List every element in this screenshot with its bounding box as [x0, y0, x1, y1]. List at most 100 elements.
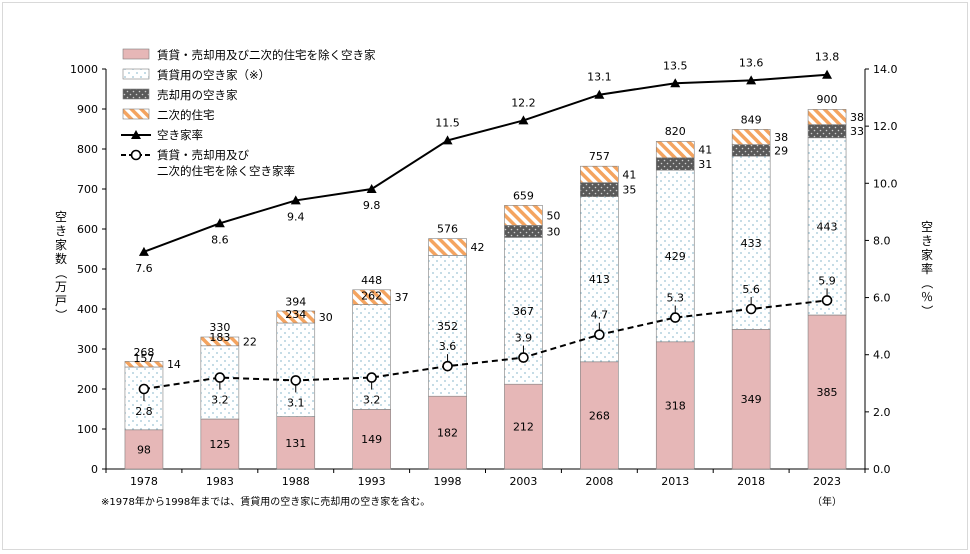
label-vacancy-rate: 13.6	[739, 56, 764, 69]
y2-tick-label: 4.0	[873, 349, 891, 362]
label-secondary: 30	[319, 311, 333, 324]
x-tick-label: 2018	[737, 475, 765, 488]
y2-tick-label: 14.0	[873, 63, 898, 76]
label-total: 448	[361, 274, 382, 287]
line-vacancy-rate	[143, 73, 828, 253]
bars	[124, 109, 847, 470]
label-vacancy-rate: 13.8	[815, 51, 840, 64]
marker-other-vacancy-rate	[366, 372, 377, 383]
label-rental: 367	[513, 305, 534, 318]
bar-segment-secondary	[655, 141, 695, 159]
y-tick-label: 800	[77, 143, 98, 156]
bar-segment-sale	[580, 182, 619, 197]
y2-tick-label: 10.0	[873, 177, 898, 190]
x-tick-label: 1978	[130, 475, 158, 488]
marker-vacancy-rate	[214, 218, 225, 228]
label-other: 385	[817, 386, 838, 399]
legend-label: 二次的住宅を除く空き家率	[157, 164, 295, 178]
y-tick-label: 900	[77, 103, 98, 116]
bar-segment-sale	[807, 124, 847, 139]
marker-other-vacancy-rate	[138, 383, 150, 395]
marker-vacancy-rate	[746, 75, 757, 85]
label-other-vacancy-rate: 5.6	[742, 283, 760, 296]
axis-title-char: き	[921, 234, 933, 248]
axis-title-char: （	[920, 277, 934, 289]
bar-segment-secondary	[428, 238, 467, 256]
axis-title-char: 率	[921, 261, 933, 276]
marker-other-vacancy-rate	[594, 329, 605, 341]
marker-other-vacancy-rate	[442, 360, 453, 372]
data-labels: 98 157 14 268 125 183 22 330 131 234 30 394 149 262 37…	[133, 51, 864, 457]
label-other-vacancy-rate: 2.8	[135, 405, 153, 418]
label-secondary: 14	[167, 358, 181, 371]
legend-swatch	[122, 108, 150, 120]
label-total: 576	[437, 223, 458, 236]
label-other: 131	[285, 437, 306, 450]
label-other-vacancy-rate: 3.2	[211, 394, 229, 407]
y2-axis-title: 空き家率（％）	[920, 220, 934, 317]
axis-title-char: 戸	[55, 294, 67, 308]
x-tick-label: 1983	[206, 475, 234, 488]
label-total: 757	[589, 150, 610, 163]
marker-vacancy-rate	[366, 184, 377, 193]
marker-vacancy-rate	[138, 246, 149, 256]
bar-segment-secondary	[124, 361, 164, 368]
label-other-vacancy-rate: 3.1	[287, 396, 305, 409]
bar-segment-other	[731, 329, 771, 470]
legend-label: 賃貸・売却用及び二次的住宅を除く空き家	[157, 48, 376, 62]
bar-segment-other	[504, 383, 543, 470]
y-tick-label: 700	[77, 183, 98, 196]
label-vacancy-rate: 11.5	[435, 116, 460, 129]
label-sale: 29	[774, 144, 788, 157]
y2-tick-label: 0.0	[873, 463, 891, 476]
axis-title-char: ％	[921, 290, 933, 304]
axis-title-char: 家	[921, 247, 933, 262]
label-other-vacancy-rate: 3.9	[515, 332, 533, 345]
x-tick-label: 1993	[358, 475, 386, 488]
y2-tick-label: 6.0	[873, 292, 891, 305]
bar-segment-secondary	[731, 129, 771, 145]
label-rental: 262	[361, 290, 382, 303]
bar-segment-rental	[655, 169, 695, 343]
label-rental: 413	[589, 273, 610, 286]
y-tick-label: 600	[77, 223, 98, 236]
marker-vacancy-rate	[290, 195, 301, 205]
label-other-vacancy-rate: 3.2	[363, 394, 381, 407]
label-rental: 157	[133, 352, 154, 365]
label-rental: 429	[665, 250, 686, 263]
bar-segment-secondary	[580, 165, 619, 183]
label-other: 149	[361, 433, 382, 446]
footnote: ※1978年から1998年までは、賃貸用の空き家に売却用の空き家を含む。	[101, 495, 430, 508]
bar-segment-sale	[731, 144, 771, 157]
label-other: 182	[437, 427, 458, 440]
label-vacancy-rate: 7.6	[135, 262, 153, 275]
bar-segment-secondary	[504, 205, 543, 226]
label-rental: 183	[209, 331, 230, 344]
marker-vacancy-rate	[594, 89, 605, 99]
label-total: 330	[209, 321, 230, 334]
marker-other-vacancy-rate	[669, 312, 681, 323]
x-tick-label: 2008	[585, 475, 613, 488]
label-vacancy-rate: 13.1	[587, 71, 612, 84]
label-other: 268	[589, 409, 610, 422]
axis-title-char: ）	[920, 305, 934, 317]
bar-segment-rental	[428, 255, 467, 397]
marker-vacancy-rate	[822, 69, 833, 79]
marker-other-vacancy-rate	[821, 295, 833, 306]
bar-segment-secondary	[352, 289, 391, 305]
label-other-vacancy-rate: 4.7	[591, 309, 609, 322]
x-tick-label: 1998	[434, 475, 462, 488]
y-tick-label: 400	[77, 303, 98, 316]
label-other: 212	[513, 421, 534, 434]
label-rental: 443	[817, 220, 838, 233]
vacant-housing-chart: 0 100 200 300 400 500 600 700 800 900 1000 0.0 2.0 4.…	[54, 48, 934, 508]
label-vacancy-rate: 8.6	[211, 233, 229, 246]
label-rental: 433	[741, 237, 762, 250]
label-total: 900	[817, 93, 838, 106]
label-secondary: 50	[546, 209, 560, 222]
y-tick-label: 200	[77, 383, 98, 396]
marker-vacancy-rate	[670, 78, 681, 88]
label-secondary: 22	[243, 335, 257, 348]
